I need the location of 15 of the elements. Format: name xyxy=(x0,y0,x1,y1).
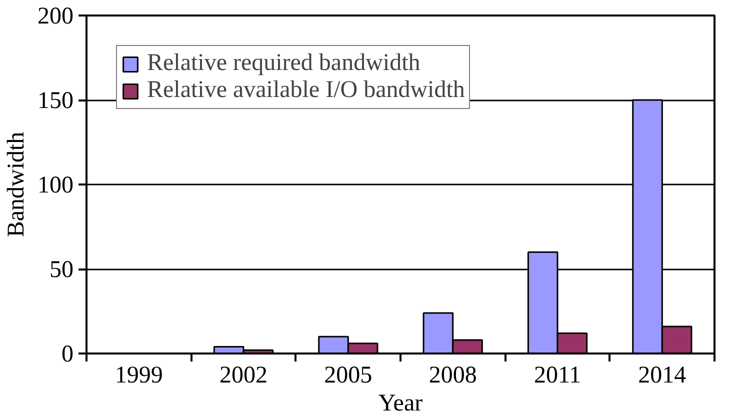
legend-label: Relative required bandwidth xyxy=(147,50,420,77)
y-tick-label: 150 xyxy=(38,88,74,114)
x-tick-label: 2002 xyxy=(220,362,268,388)
y-axis-title: Bandwidth xyxy=(4,132,30,238)
y-tick-label: 100 xyxy=(38,172,74,198)
x-tick-label: 2008 xyxy=(428,362,477,388)
x-tick-label: 2005 xyxy=(324,362,372,388)
x-tick-label: 1999 xyxy=(114,362,163,388)
y-tick-label: 0 xyxy=(62,342,74,368)
legend-label: Relative available I/O bandwidth xyxy=(147,77,465,104)
x-tick-label: 2014 xyxy=(638,362,686,388)
y-tick-label: 50 xyxy=(50,257,74,283)
y-tick-label: 200 xyxy=(38,4,74,30)
x-axis-title: Year xyxy=(378,390,423,416)
x-tick-label: 2011 xyxy=(534,362,582,388)
